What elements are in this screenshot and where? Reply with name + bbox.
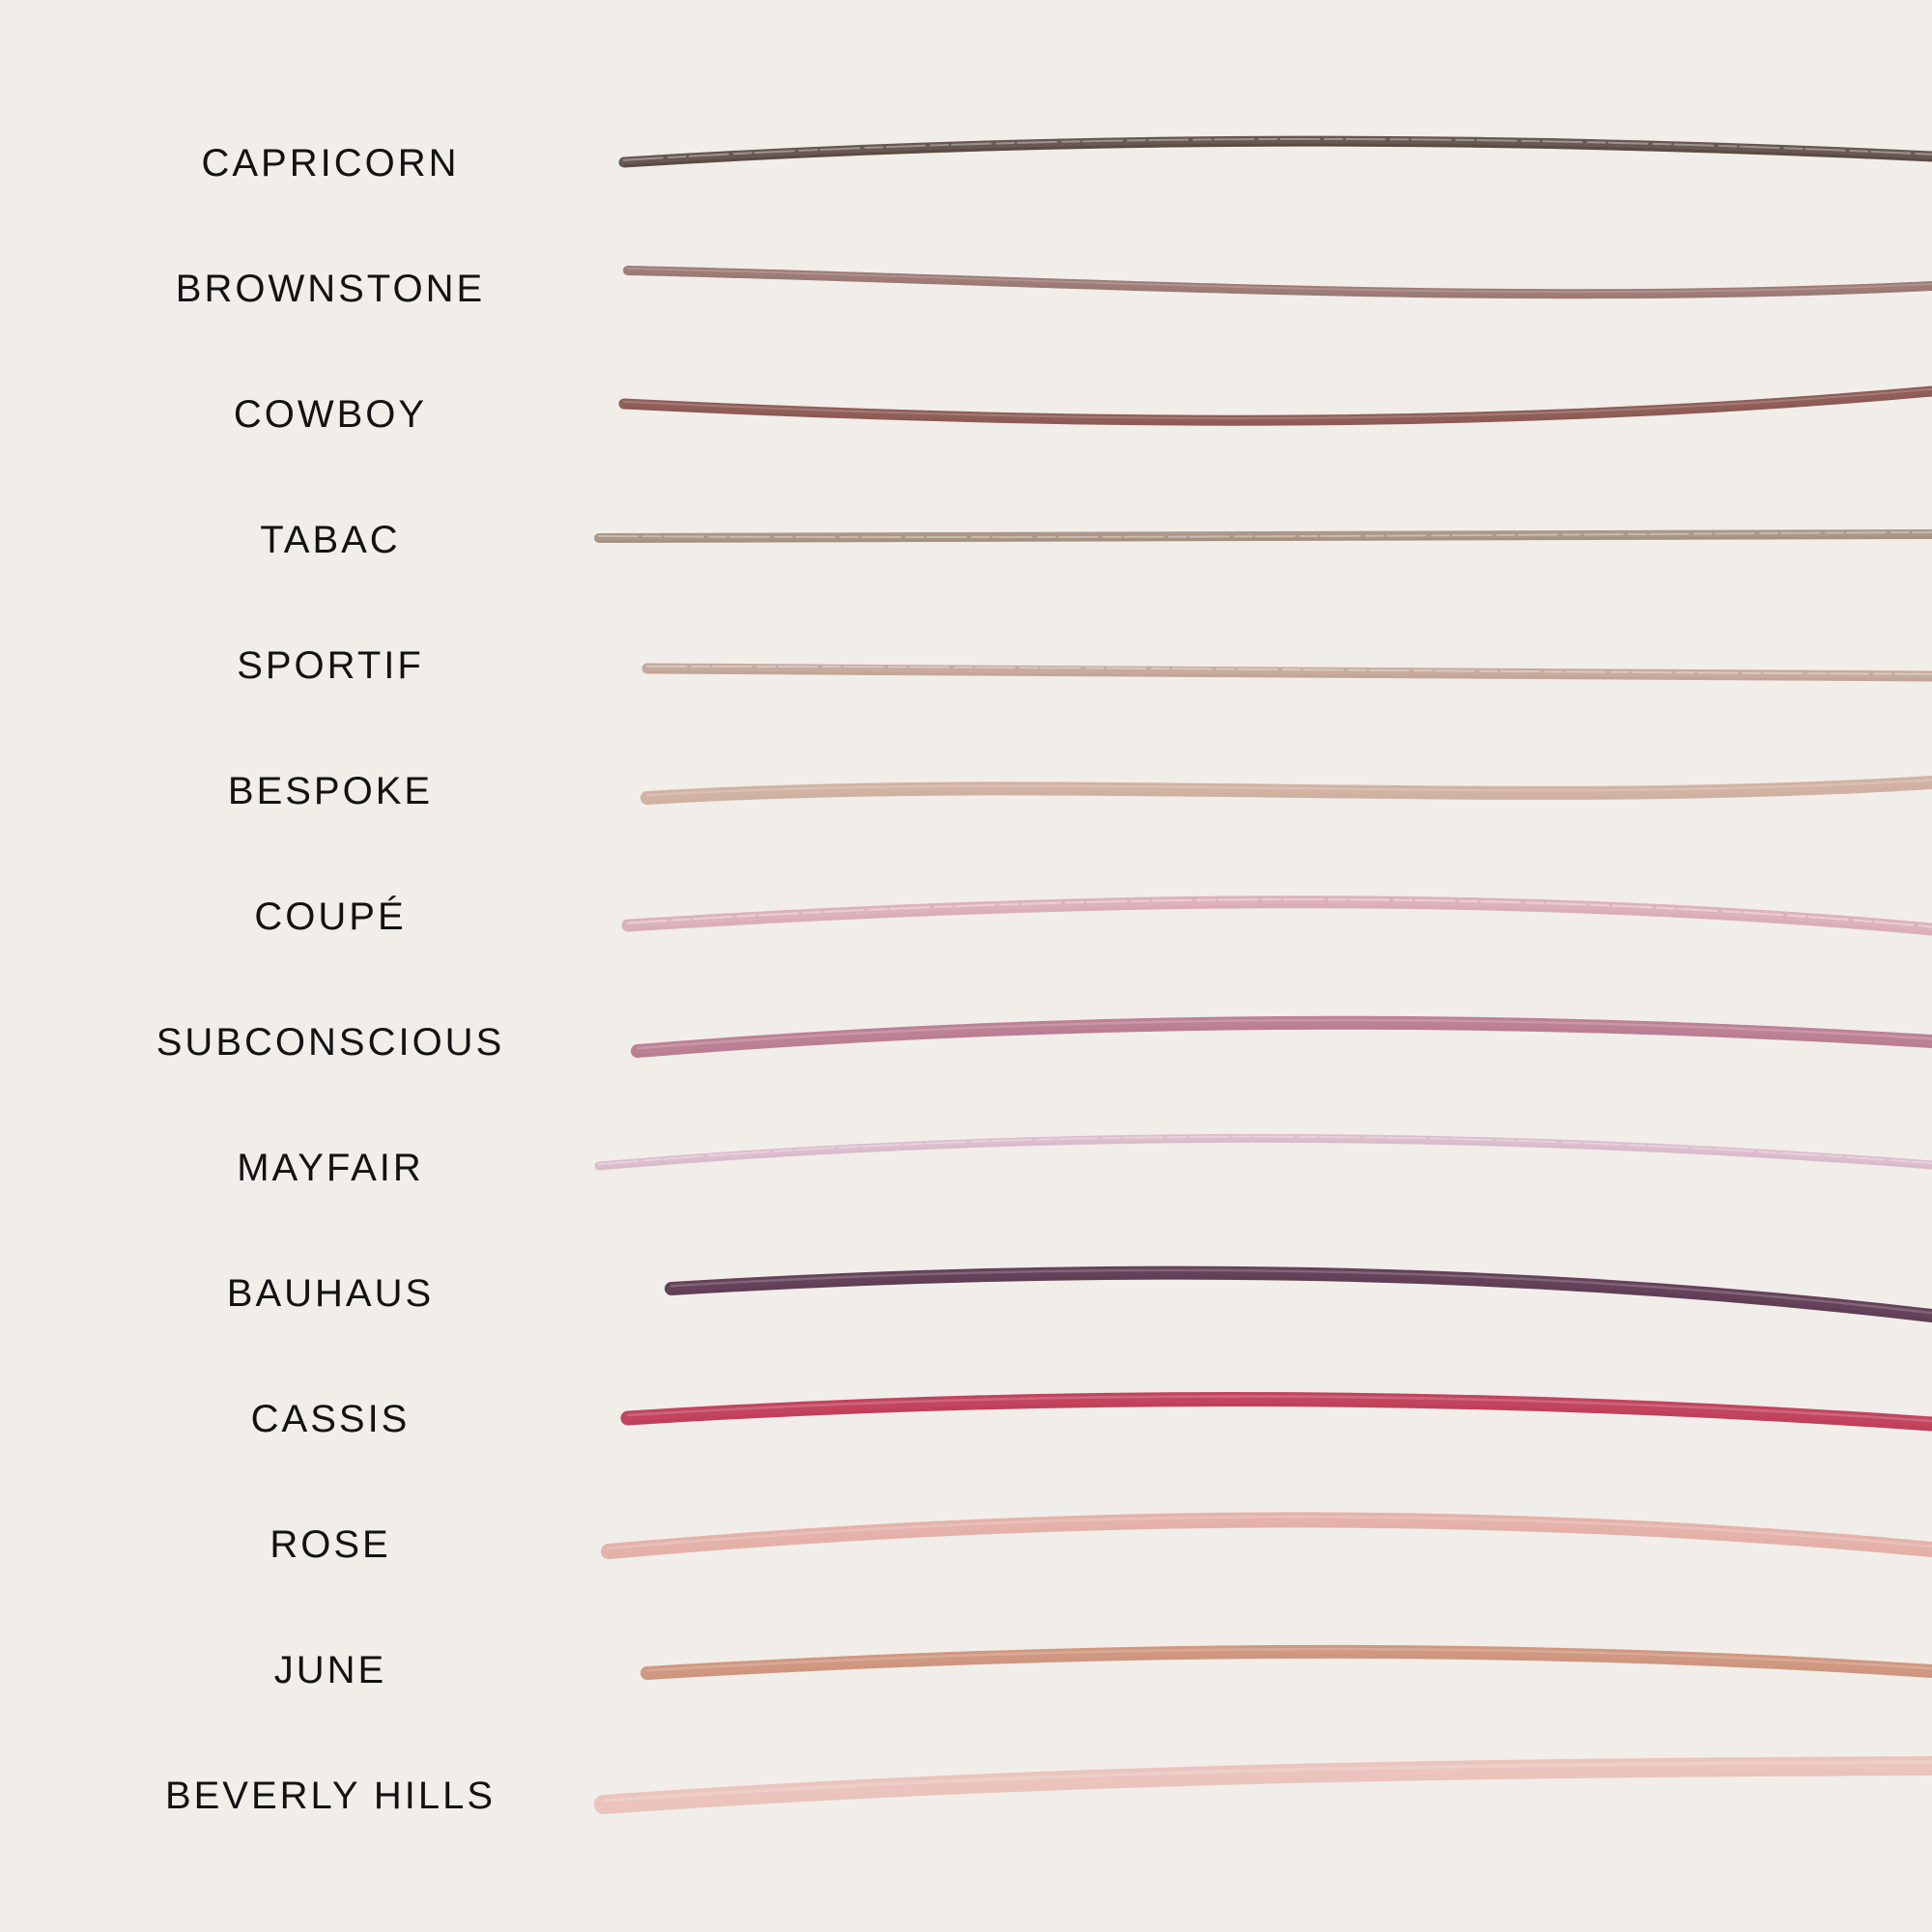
shade-label-sportif: SPORTIF: [237, 644, 424, 687]
shade-label-rose: ROSE: [270, 1523, 391, 1566]
shade-row-subconscious: SUBCONSCIOUS: [0, 980, 1932, 1105]
shade-row-tabac: TABAC: [0, 477, 1932, 603]
shade-label-beverly-hills: BEVERLY HILLS: [164, 1775, 497, 1817]
shade-row-sportif: SPORTIF: [0, 603, 1932, 728]
shade-label-brownstone: BROWNSTONE: [175, 268, 486, 310]
shade-label-bespoke: BESPOKE: [227, 770, 434, 812]
shade-row-rose: ROSE: [0, 1482, 1932, 1607]
shade-label-tabac: TABAC: [260, 519, 401, 561]
shade-row-capricorn: CAPRICORN: [0, 100, 1932, 226]
shade-label-cowboy: COWBOY: [233, 393, 428, 436]
shade-row-cowboy: COWBOY: [0, 352, 1932, 477]
shade-row-mayfair: MAYFAIR: [0, 1105, 1932, 1231]
shade-label-cassis: CASSIS: [250, 1398, 411, 1440]
shade-row-coupe: COUPÉ: [0, 854, 1932, 980]
shade-label-june: JUNE: [273, 1649, 387, 1691]
shade-row-bespoke: BESPOKE: [0, 728, 1932, 854]
shade-label-subconscious: SUBCONSCIOUS: [156, 1021, 505, 1064]
shade-label-mayfair: MAYFAIR: [237, 1147, 424, 1189]
shade-row-bauhaus: BAUHAUS: [0, 1231, 1932, 1356]
shade-row-cassis: CASSIS: [0, 1356, 1932, 1482]
shade-row-june: JUNE: [0, 1607, 1932, 1733]
shade-label-coupe: COUPÉ: [254, 895, 407, 938]
shade-row-brownstone: BROWNSTONE: [0, 226, 1932, 352]
shade-label-bauhaus: BAUHAUS: [226, 1272, 435, 1315]
shade-row-beverly-hills: BEVERLY HILLS: [0, 1733, 1932, 1859]
shade-label-capricorn: CAPRICORN: [201, 142, 460, 185]
